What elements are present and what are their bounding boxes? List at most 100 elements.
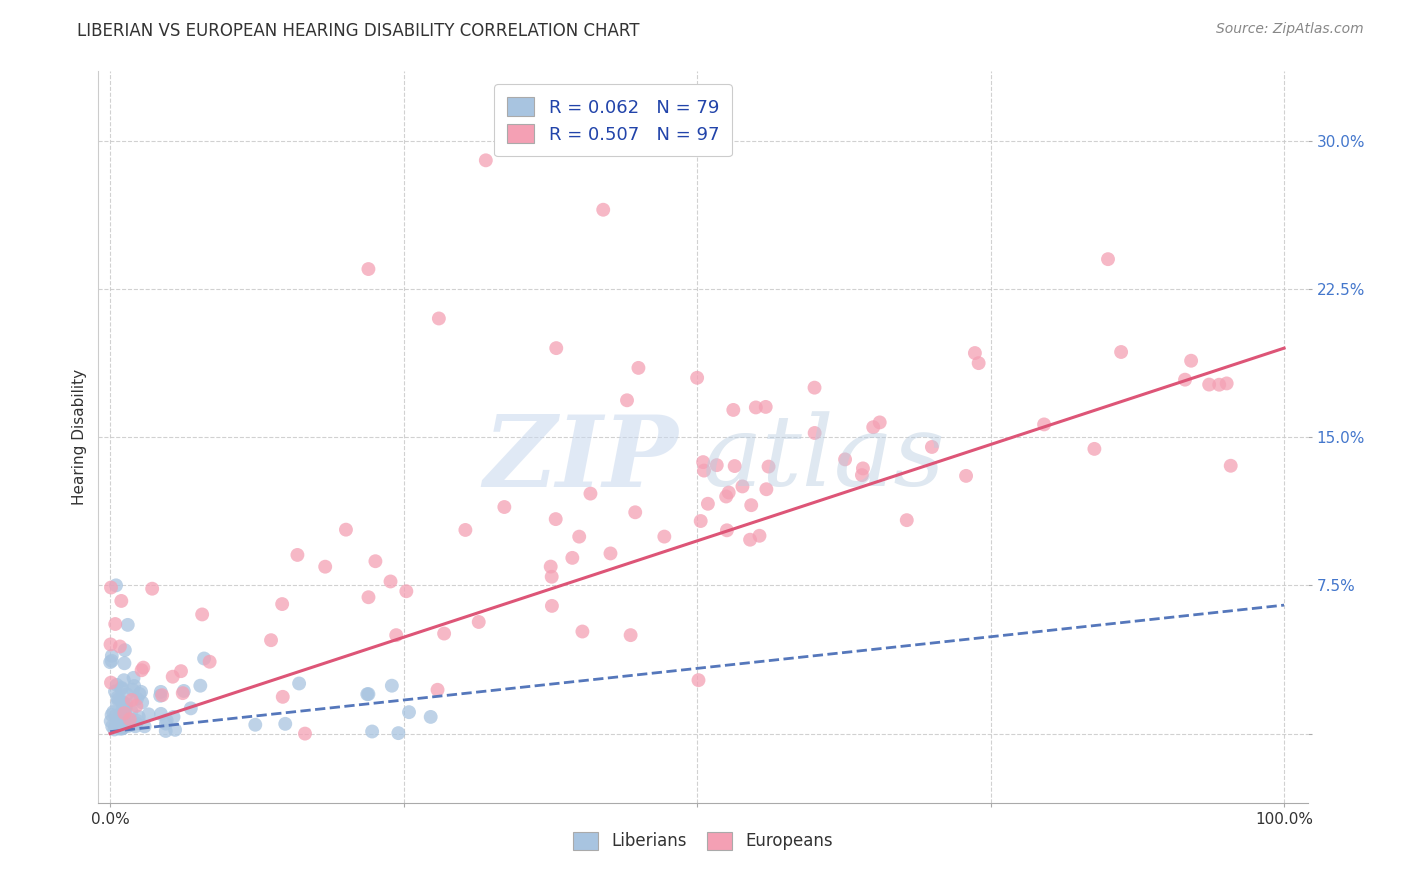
Point xyxy=(271,690,294,704)
Point xyxy=(627,360,650,375)
Point xyxy=(105,678,128,692)
Point xyxy=(357,262,380,277)
Point xyxy=(198,655,221,669)
Point xyxy=(173,684,195,698)
Point xyxy=(271,597,294,611)
Point xyxy=(921,440,943,454)
Point xyxy=(155,723,177,738)
Point xyxy=(131,695,153,709)
Point xyxy=(112,696,135,710)
Point xyxy=(1109,345,1132,359)
Point xyxy=(121,682,143,697)
Point xyxy=(688,673,710,688)
Point xyxy=(114,708,136,723)
Legend: Liberians, Europeans: Liberians, Europeans xyxy=(564,822,842,860)
Point xyxy=(108,714,131,729)
Point xyxy=(110,714,132,728)
Point xyxy=(851,468,873,483)
Point xyxy=(427,311,450,326)
Point xyxy=(706,458,728,472)
Point xyxy=(1180,353,1202,368)
Text: LIBERIAN VS EUROPEAN HEARING DISABILITY CORRELATION CHART: LIBERIAN VS EUROPEAN HEARING DISABILITY … xyxy=(77,22,640,40)
Point xyxy=(1033,417,1056,432)
Point xyxy=(155,716,177,731)
Point xyxy=(104,617,127,632)
Point xyxy=(180,701,202,715)
Point xyxy=(122,671,145,685)
Point xyxy=(724,458,747,473)
Point xyxy=(467,615,489,629)
Point xyxy=(755,400,778,414)
Point xyxy=(541,599,564,613)
Point xyxy=(335,523,357,537)
Y-axis label: Hearing Disability: Hearing Disability xyxy=(72,369,87,505)
Point xyxy=(955,469,977,483)
Point xyxy=(454,523,477,537)
Point xyxy=(121,693,143,707)
Point xyxy=(150,688,173,702)
Point xyxy=(141,582,163,596)
Point xyxy=(652,530,675,544)
Point xyxy=(103,723,125,737)
Point xyxy=(579,486,602,500)
Point xyxy=(108,640,131,654)
Point xyxy=(546,341,568,355)
Point xyxy=(803,425,825,440)
Point xyxy=(111,721,134,735)
Point xyxy=(624,505,647,519)
Point xyxy=(245,717,267,731)
Point xyxy=(114,643,136,657)
Point xyxy=(138,707,160,722)
Point xyxy=(381,679,404,693)
Point xyxy=(616,393,638,408)
Point xyxy=(125,716,148,731)
Point xyxy=(731,479,754,493)
Point xyxy=(156,714,179,728)
Point xyxy=(398,705,420,719)
Point xyxy=(193,651,215,665)
Point xyxy=(395,584,418,599)
Point xyxy=(738,533,761,547)
Point xyxy=(599,546,621,560)
Point xyxy=(475,153,498,168)
Point xyxy=(1174,373,1197,387)
Point xyxy=(105,697,128,711)
Point xyxy=(357,687,380,701)
Point xyxy=(129,685,152,699)
Point xyxy=(716,524,738,538)
Point xyxy=(748,529,770,543)
Point xyxy=(592,202,614,217)
Point xyxy=(433,626,456,640)
Point xyxy=(387,726,409,740)
Point xyxy=(110,681,132,695)
Point xyxy=(118,718,141,732)
Point xyxy=(149,706,172,721)
Point xyxy=(114,707,136,722)
Point xyxy=(288,676,311,690)
Point xyxy=(100,675,122,690)
Point xyxy=(967,356,990,370)
Point xyxy=(114,700,136,714)
Point xyxy=(104,719,127,733)
Point xyxy=(287,548,309,562)
Point xyxy=(260,633,283,648)
Point xyxy=(111,707,134,722)
Point xyxy=(356,687,378,701)
Point xyxy=(1215,376,1237,391)
Point xyxy=(862,420,884,434)
Point xyxy=(755,482,778,496)
Point xyxy=(110,594,132,608)
Point xyxy=(745,401,768,415)
Point xyxy=(692,455,714,469)
Point xyxy=(101,719,124,733)
Point xyxy=(162,670,184,684)
Point xyxy=(117,719,139,733)
Point xyxy=(117,618,139,632)
Point xyxy=(540,570,562,584)
Point xyxy=(717,485,740,500)
Point xyxy=(128,710,150,724)
Point xyxy=(100,581,122,595)
Point xyxy=(110,694,132,708)
Point xyxy=(191,607,214,622)
Point xyxy=(108,722,131,736)
